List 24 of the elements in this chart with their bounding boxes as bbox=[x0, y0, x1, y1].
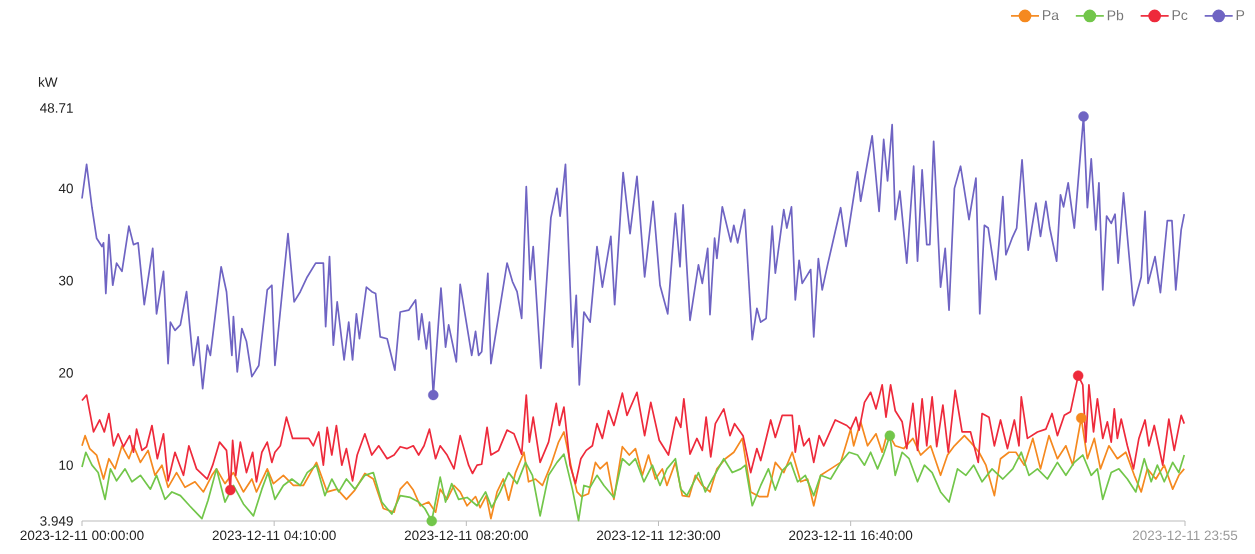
point bbox=[1076, 412, 1087, 424]
x-tick-label: 2023-12-11 16:40:00 bbox=[789, 530, 913, 541]
point bbox=[1072, 370, 1084, 381]
x-tick-label: 2023-12-11 12:30:00 bbox=[596, 530, 721, 541]
legend-label: P bbox=[1236, 10, 1245, 20]
x-tick-label: 2023-12-11 23:55 bbox=[1132, 530, 1238, 541]
y-tick-label: 3.949 bbox=[40, 516, 73, 526]
point bbox=[225, 484, 236, 496]
y-tick-label: 20 bbox=[59, 368, 73, 378]
legend-label: Pb bbox=[1107, 10, 1124, 21]
x-tick-label: 2023-12-11 04:10:00 bbox=[212, 530, 336, 541]
point bbox=[1078, 111, 1089, 122]
x-tick-label: 2023-12-11 00:00:00 bbox=[20, 530, 144, 541]
y-tick-label: 40 bbox=[58, 183, 73, 194]
y-tick-label: 10 bbox=[59, 460, 73, 470]
y-tick-label: 30 bbox=[58, 275, 73, 286]
legend-label: Pa bbox=[1043, 10, 1059, 21]
point bbox=[428, 389, 439, 401]
legend-label: Pc bbox=[1172, 10, 1188, 21]
y-axis-title: kW bbox=[38, 77, 58, 87]
y-tick-label: 48.71 bbox=[40, 103, 73, 113]
x-tick-label: 2023-12-11 08:20:00 bbox=[404, 530, 528, 541]
point bbox=[426, 515, 437, 527]
point bbox=[884, 430, 896, 441]
